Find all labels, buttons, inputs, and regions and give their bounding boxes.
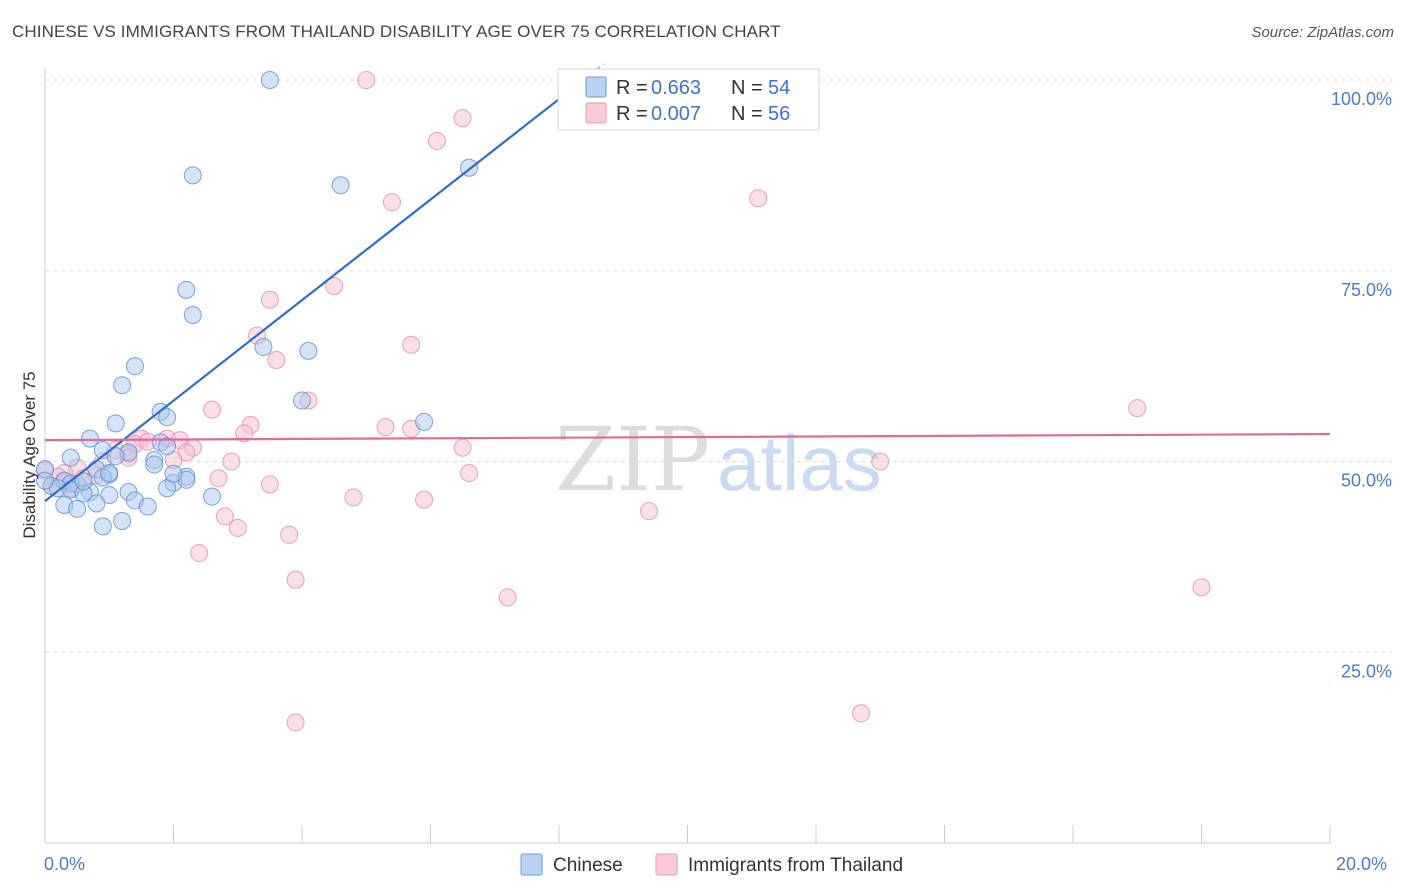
data-point-thailand: [209, 469, 228, 488]
data-point-chinese: [145, 455, 164, 474]
data-point-chinese: [183, 306, 202, 325]
data-point-chinese: [61, 448, 80, 467]
data-point-thailand: [415, 490, 434, 509]
data-point-chinese: [260, 71, 279, 89]
watermark-atlas: atlas: [717, 419, 882, 507]
data-point-chinese: [87, 494, 106, 513]
trend-line-thailand: [44, 432, 1331, 442]
correlation-legend: R = 0.663 N = 54 R = 0.007 N = 56: [557, 68, 820, 131]
data-point-thailand: [267, 351, 286, 370]
y-tick-label: 25.0%: [1341, 661, 1392, 681]
series-legend: Chinese Immigrants from Thailand: [520, 853, 903, 876]
data-point-chinese: [113, 376, 132, 395]
legend-r-label-chinese: R =: [616, 77, 648, 99]
data-point-thailand: [357, 71, 376, 89]
data-point-chinese: [74, 472, 93, 491]
data-point-chinese: [125, 357, 144, 376]
data-point-chinese: [113, 512, 132, 531]
bottom-legend-swatch-chinese: [520, 853, 543, 876]
data-point-chinese: [138, 497, 157, 516]
data-point-thailand: [260, 290, 279, 309]
data-point-thailand: [325, 277, 344, 296]
data-point-chinese: [106, 414, 125, 433]
legend-n-value-chinese: 54: [768, 77, 790, 99]
data-point-thailand: [260, 475, 279, 494]
watermark-zip: ZIP: [555, 408, 710, 511]
series-chinese-points: [36, 71, 479, 536]
data-point-thailand: [228, 518, 247, 537]
bottom-legend-swatch-thailand: [655, 853, 678, 876]
data-point-thailand: [749, 189, 768, 208]
data-point-chinese: [177, 280, 196, 299]
y-tick-label: 100.0%: [1331, 89, 1392, 109]
data-point-thailand: [1128, 399, 1147, 418]
data-point-thailand: [286, 713, 305, 732]
gridlines: [45, 79, 1392, 653]
data-point-chinese: [36, 471, 54, 490]
data-point-chinese: [331, 176, 350, 195]
data-point-thailand: [427, 132, 446, 151]
data-point-thailand: [222, 452, 241, 471]
data-point-chinese: [93, 517, 112, 536]
legend-n-label-thailand: N =: [731, 103, 763, 125]
data-point-thailand: [203, 400, 222, 419]
data-point-thailand: [235, 424, 254, 443]
data-point-thailand: [280, 525, 299, 544]
data-point-chinese: [106, 447, 125, 466]
x-tick-label-max: 20.0%: [1336, 854, 1387, 874]
data-point-chinese: [100, 463, 119, 482]
data-point-thailand: [190, 544, 209, 563]
data-point-thailand: [382, 193, 401, 212]
data-point-thailand: [1192, 578, 1211, 597]
series-thailand-points: [36, 71, 1211, 732]
trend-line-chinese: [44, 98, 560, 503]
data-point-thailand: [639, 502, 658, 521]
legend-r-label-thailand: R =: [616, 103, 648, 125]
data-point-chinese: [299, 341, 318, 360]
legend-swatch-chinese: [585, 76, 607, 98]
data-point-thailand: [402, 335, 421, 354]
x-tick-label-min: 0.0%: [44, 854, 85, 874]
y-tick-label: 50.0%: [1341, 471, 1392, 491]
data-point-thailand: [453, 109, 472, 128]
data-point-thailand: [215, 507, 234, 526]
data-point-chinese: [183, 166, 202, 185]
data-point-thailand: [453, 438, 472, 457]
legend-n-value-thailand: 56: [768, 103, 790, 125]
data-point-thailand: [460, 463, 479, 482]
data-point-thailand: [498, 588, 517, 607]
data-point-thailand: [851, 704, 870, 723]
bottom-legend-label-thailand: Immigrants from Thailand: [688, 855, 903, 876]
data-point-thailand: [344, 488, 363, 507]
source-label: Source: ZipAtlas.com: [1251, 24, 1394, 41]
data-point-chinese: [100, 486, 119, 505]
data-point-chinese: [164, 464, 183, 483]
legend-swatch-thailand: [585, 102, 607, 124]
legend-n-label-chinese: N =: [731, 77, 763, 99]
data-point-chinese: [68, 499, 87, 518]
data-point-chinese: [415, 412, 434, 431]
data-point-thailand: [376, 418, 395, 437]
legend-r-value-thailand: 0.007: [651, 103, 701, 125]
axes: [44, 68, 1331, 844]
bottom-legend-label-chinese: Chinese: [553, 855, 623, 876]
y-axis-title: Disability Age Over 75: [20, 371, 39, 538]
data-point-chinese: [254, 338, 273, 357]
data-point-chinese: [203, 487, 222, 506]
data-point-thailand: [286, 570, 305, 589]
data-point-chinese: [293, 391, 311, 410]
y-tick-label: 75.0%: [1341, 280, 1392, 300]
data-point-chinese: [80, 429, 99, 448]
legend-r-value-chinese: 0.663: [651, 77, 701, 99]
data-point-thailand: [871, 452, 890, 471]
chart-title: CHINESE VS IMMIGRANTS FROM THAILAND DISA…: [12, 22, 781, 41]
data-point-chinese: [158, 437, 177, 456]
data-point-chinese: [158, 408, 177, 427]
